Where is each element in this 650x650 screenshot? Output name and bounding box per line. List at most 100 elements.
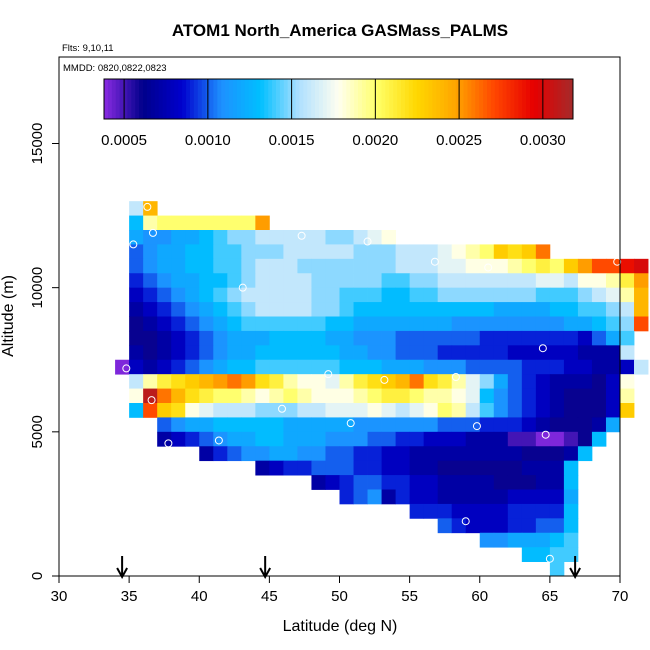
heatmap-cell xyxy=(171,258,186,274)
heatmap-cell xyxy=(465,316,481,332)
heatmap-cell xyxy=(381,273,396,289)
colorbar-tick-label: 0.0025 xyxy=(436,132,482,149)
heatmap-cell xyxy=(213,230,228,245)
heatmap-cell xyxy=(311,330,326,346)
heatmap-cell xyxy=(227,330,242,346)
heatmap-cell xyxy=(549,345,565,361)
heatmap-cell xyxy=(157,431,172,447)
heatmap-cell xyxy=(549,460,565,476)
colorbar-segment xyxy=(404,79,410,119)
heatmap-cell xyxy=(437,244,453,260)
heatmap-cell xyxy=(227,273,242,289)
heatmap-cell xyxy=(395,403,411,418)
heatmap-cell xyxy=(535,330,551,346)
colorbar-segment xyxy=(498,79,504,119)
colorbar-segment xyxy=(311,79,316,119)
heatmap-cell xyxy=(297,258,312,274)
heatmap-cell xyxy=(353,273,368,289)
heatmap-cell xyxy=(437,388,453,404)
colorbar-segment xyxy=(494,79,500,119)
x-tick-label: 55 xyxy=(401,588,418,605)
colorbar-segment xyxy=(569,79,574,119)
heatmap-cell xyxy=(325,302,340,317)
heatmap-cell xyxy=(591,273,607,289)
heatmap-cell xyxy=(549,330,565,346)
heatmap-cell xyxy=(535,403,551,418)
heatmap-cell xyxy=(199,302,214,317)
heatmap-cell xyxy=(129,330,144,346)
colorbar-segment xyxy=(487,79,492,119)
heatmap-cell xyxy=(395,316,411,332)
data-points xyxy=(122,202,622,563)
heatmap-cell xyxy=(283,287,298,303)
heatmap-cell xyxy=(185,417,200,433)
flights-label: Flts: 9,10,11 xyxy=(62,43,114,54)
heatmap-cell xyxy=(521,547,537,562)
heatmap-cell xyxy=(479,287,495,303)
heatmap-cell xyxy=(227,431,242,447)
heatmap-cell xyxy=(353,345,368,361)
heatmap-cell xyxy=(199,230,214,245)
heatmap-cell xyxy=(437,431,453,447)
colorbar-segment xyxy=(268,79,273,119)
heatmap-cell xyxy=(157,215,172,231)
heatmap-cell xyxy=(605,345,621,361)
heatmap-cell xyxy=(507,316,523,332)
heatmap-cell xyxy=(465,431,481,447)
heatmap-cell xyxy=(241,403,256,418)
heatmap-cell xyxy=(311,244,326,260)
colorbar-segment xyxy=(186,79,191,119)
heatmap-cell xyxy=(367,359,382,375)
colorbar-tick-label: 0.0020 xyxy=(352,132,398,149)
heatmap-cell xyxy=(591,345,607,361)
heatmap-cell xyxy=(269,388,284,404)
colorbar-segment xyxy=(272,79,277,119)
heatmap-cell xyxy=(241,431,256,447)
sample-point xyxy=(148,228,157,237)
heatmap-cell xyxy=(353,230,368,245)
heatmap-cell xyxy=(199,417,214,433)
heatmap-cell xyxy=(255,446,270,462)
heatmap-cell xyxy=(367,489,382,505)
heatmap-cell xyxy=(129,345,144,361)
heatmap-cell xyxy=(437,258,453,274)
heatmap-cell xyxy=(367,287,382,303)
colorbar-segment xyxy=(189,79,195,119)
heatmap-cell xyxy=(227,258,242,274)
heatmap-cell xyxy=(620,359,635,375)
heatmap-cell xyxy=(409,403,425,418)
colorbar-segment xyxy=(346,79,351,119)
colorbar-segment xyxy=(373,79,379,119)
heatmap-cell xyxy=(465,258,481,274)
colorbar-segment xyxy=(412,79,418,119)
heatmap-cell xyxy=(269,258,284,274)
heatmap-cell xyxy=(507,374,523,389)
heatmap-cell xyxy=(157,273,172,289)
heatmap-cell xyxy=(409,287,425,303)
heatmap-cell xyxy=(437,273,453,289)
heatmap-cell xyxy=(535,446,551,462)
heatmap-cell xyxy=(521,302,537,317)
heatmap-cell xyxy=(535,489,551,505)
heatmap-cell xyxy=(353,417,368,433)
heatmap-cell xyxy=(269,316,284,332)
heatmap-cell xyxy=(297,345,312,361)
heatmap-cell xyxy=(493,503,509,519)
heatmap-cell xyxy=(577,446,593,462)
colorbar-segment xyxy=(111,79,117,119)
heatmap-cell xyxy=(143,316,158,332)
heatmap-cell xyxy=(549,503,565,519)
heatmap-cell xyxy=(339,374,354,389)
heatmap-cell xyxy=(423,330,439,346)
heatmap-cell xyxy=(549,388,565,404)
colorbar-segment xyxy=(315,79,320,119)
colorbar-segment xyxy=(475,79,480,119)
heatmap-cell xyxy=(311,475,326,490)
heatmap-cell xyxy=(535,258,551,274)
colorbar-segment xyxy=(510,79,515,119)
heatmap-cell xyxy=(423,403,439,418)
x-tick-label: 70 xyxy=(612,588,629,605)
heatmap-cell xyxy=(283,345,298,361)
heatmap-cell xyxy=(171,230,186,245)
